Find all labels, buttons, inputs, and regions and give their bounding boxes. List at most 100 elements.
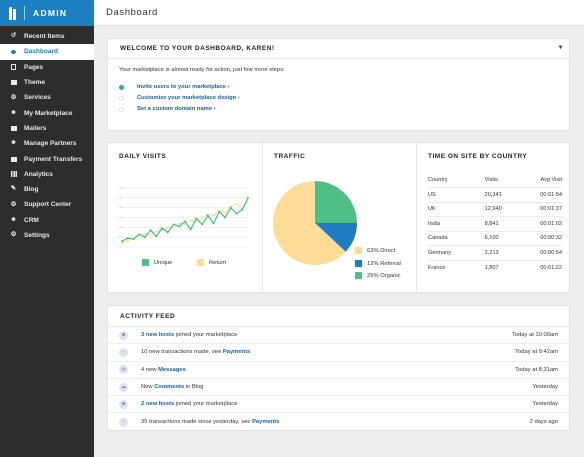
setup-step-link[interactable]: Invite users to your marketplace ›	[137, 84, 230, 90]
time-on-site-title: TIME ON SITE BY COUNTRY	[428, 152, 528, 160]
daily-visits-card: DAILY VISITS Unique Return	[108, 143, 262, 292]
feed-text-pre: 4 new	[141, 366, 159, 373]
data-point-return	[155, 230, 158, 233]
legend-organic-swatch	[355, 272, 362, 279]
legend-direct: 63% Direct	[355, 247, 395, 254]
data-point-unique	[229, 206, 232, 209]
brand-logo-icon	[9, 6, 17, 20]
data-point-unique	[201, 223, 204, 226]
visits-cell: 2,213	[466, 245, 526, 261]
pencil-icon: ✎	[10, 185, 17, 193]
data-point-unique	[138, 233, 141, 236]
legend-unique-swatch	[142, 259, 149, 266]
legend-organic: 25% Organic	[355, 272, 401, 279]
data-point-unique	[184, 220, 186, 223]
brand-divider	[24, 6, 25, 20]
data-point-unique	[178, 225, 181, 228]
sidebar-item-mailers[interactable]: Mailers	[0, 121, 94, 136]
data-point-return	[212, 214, 215, 217]
sidebar-item-label: Payment Transfers	[24, 155, 83, 163]
marketplace-icon: ☻	[10, 108, 17, 116]
collapse-caret-icon[interactable]: ▼	[557, 45, 564, 51]
activity-feed-panel: ACTIVITY FEED ☻ 3 new hosts joined your m…	[107, 305, 570, 431]
avg-visit-cell: 00:01:22	[540, 264, 562, 271]
data-point-return	[235, 202, 238, 205]
step-pending-icon	[119, 106, 124, 112]
sidebar-item-settings[interactable]: ⚙ Settings	[0, 228, 94, 243]
feed-item: ☻ 3 new hosts joined your marketplace Toda…	[108, 327, 569, 345]
legend-return-label: Return	[209, 259, 227, 266]
feed-link[interactable]: Payments	[252, 419, 280, 426]
feed-text-pre: New	[141, 384, 155, 391]
feed-text: 4 new Messages	[141, 367, 515, 373]
users-icon: ☻	[119, 399, 128, 409]
data-point-return	[201, 216, 204, 219]
sidebar-item-payment-transfers[interactable]: Payment Transfers	[0, 151, 94, 166]
sidebar-item-my-marketplace[interactable]: ☻ My Marketplace	[0, 105, 94, 120]
sidebar-item-pages[interactable]: Pages	[0, 60, 94, 75]
feed-link[interactable]: Messages	[158, 366, 186, 373]
users-icon: ☻	[119, 330, 128, 340]
sidebar-item-label: Theme	[24, 79, 45, 87]
sidebar-item-blog[interactable]: ✎ Blog	[0, 182, 94, 197]
data-point-return	[138, 235, 141, 238]
col-avg-visit: Avg Visit	[525, 173, 562, 188]
legend-direct-label: 63% Direct	[367, 247, 396, 254]
theme-icon	[10, 79, 17, 86]
stats-panel: DAILY VISITS Unique Return TRAFFIC 63% D…	[107, 142, 570, 293]
sidebar-item-dashboard[interactable]: Dashboard	[0, 44, 94, 60]
data-point-unique	[149, 229, 152, 232]
dashboard-icon	[10, 48, 17, 55]
country-table: Country Visits Avg Visit US 20,341 00:01:5…	[428, 173, 562, 275]
data-point-unique	[235, 212, 238, 215]
country-cell: US	[428, 187, 467, 203]
welcome-panel: WELCOME TO YOUR DASHBOARD, KAREN! ▼ Your…	[107, 38, 570, 131]
sidebar-item-support-center[interactable]: ⚙ Support Center	[0, 197, 94, 212]
data-point-unique	[161, 227, 163, 230]
data-point-unique	[132, 238, 135, 241]
feed-link[interactable]: Payments	[222, 349, 251, 356]
table-header-row: Country Visits Avg Visit	[428, 173, 562, 188]
avg-visit-cell: 00:00:32	[525, 231, 562, 246]
data-point-unique	[126, 237, 129, 240]
table-row: Canada 6,100 00:00:32	[428, 231, 562, 246]
visits-cell: 8,841	[466, 216, 526, 232]
data-point-return	[172, 226, 175, 229]
feed-text-pre: 10 new transactions made, see	[141, 349, 223, 356]
col-country: Country	[428, 173, 467, 188]
feed-link[interactable]: Comments	[154, 384, 185, 391]
sidebar-item-crm[interactable]: ☻ CRM	[0, 213, 94, 228]
data-point-unique	[247, 196, 249, 199]
legend-direct-swatch	[355, 247, 362, 254]
sidebar-item-label: Recent Items	[24, 33, 65, 41]
step-pending-icon	[119, 95, 124, 101]
brand-header[interactable]: ADMIN	[0, 0, 94, 26]
table-row: India 8,841 00:01:02	[428, 216, 562, 232]
feed-link[interactable]: 3 new hosts	[141, 332, 175, 339]
feed-text: 35 transactions made since yesterday, se…	[141, 419, 530, 425]
data-point-unique	[121, 240, 123, 242]
setup-step-link[interactable]: Customize your marketplace design ›	[137, 95, 240, 101]
feed-item: ☁ New Comments in Blog Yesterday	[108, 379, 569, 397]
legend-referral-swatch	[355, 260, 362, 267]
feed-link[interactable]: 2 new hosts	[141, 401, 175, 408]
table-row: US 20,341 00:01:54	[428, 187, 562, 203]
sidebar-item-label: Support Center	[24, 201, 72, 209]
data-point-return	[247, 200, 249, 203]
feed-time: 2 days ago	[529, 419, 558, 426]
series-line-unique	[121, 197, 249, 242]
setup-step-link[interactable]: Set a custom domain name ›	[137, 106, 216, 112]
pie-slice-direct	[273, 181, 346, 265]
feed-time: Yesterday	[532, 384, 558, 391]
services-icon: ⚙	[10, 93, 17, 101]
legend-referral: 12% Referral	[355, 260, 401, 267]
feed-time: Today at 9:42am	[515, 349, 558, 356]
sidebar-item-recent-items[interactable]: ↺ Recent Items	[0, 29, 94, 44]
sidebar-item-theme[interactable]: Theme	[0, 75, 94, 90]
sidebar-item-manage-partners[interactable]: ☻ Manage Partners	[0, 136, 94, 151]
legend-unique-label: Unique	[154, 259, 173, 266]
sidebar-nav: ↺ Recent Items Dashboard Pages Theme ⚙ Service…	[0, 26, 94, 243]
sidebar-item-analytics[interactable]: Analytics	[0, 167, 94, 182]
traffic-card: TRAFFIC 63% Direct 12% Referral 25% Orga…	[262, 143, 416, 292]
sidebar-item-services[interactable]: ⚙ Services	[0, 90, 94, 105]
